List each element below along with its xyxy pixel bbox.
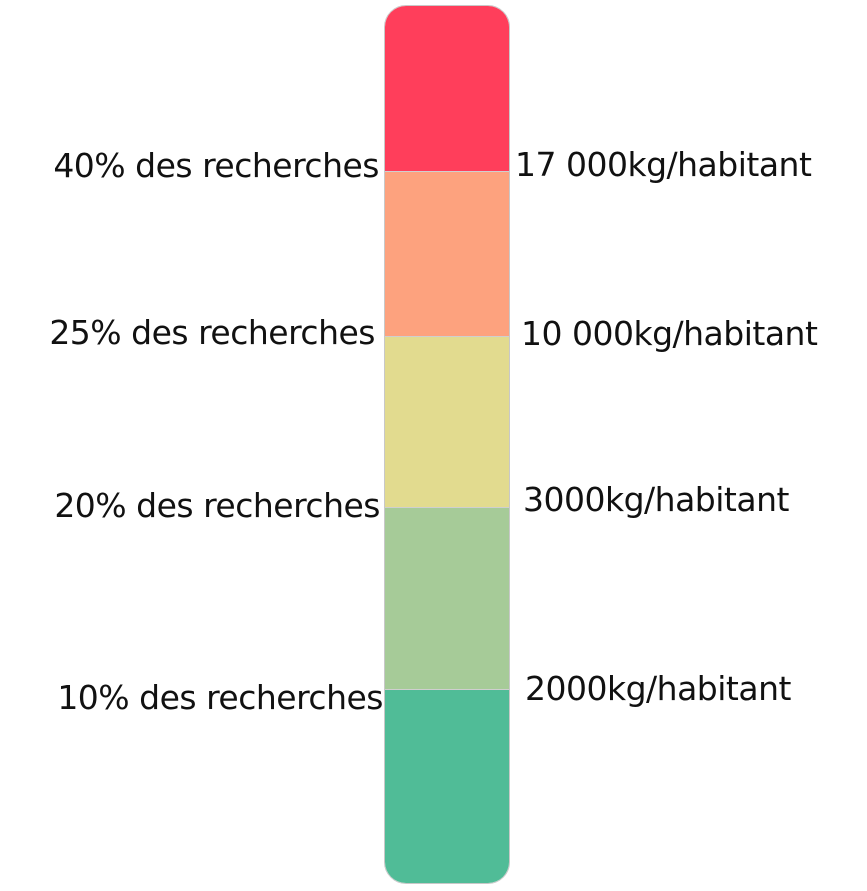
left-label-25: 25% des recherches bbox=[49, 313, 375, 352]
right-label-3000: 3000kg/habitant bbox=[523, 480, 789, 519]
scale-segment-light-green bbox=[385, 507, 509, 689]
left-label-40: 40% des recherches bbox=[53, 146, 379, 185]
scale-segment-yellow bbox=[385, 336, 509, 507]
color-scale-bar bbox=[384, 5, 510, 884]
left-label-10: 10% des recherches bbox=[57, 678, 383, 717]
left-label-20: 20% des recherches bbox=[54, 486, 380, 525]
right-label-2000: 2000kg/habitant bbox=[525, 669, 791, 708]
right-label-17000: 17 000kg/habitant bbox=[515, 145, 812, 184]
right-label-10000: 10 000kg/habitant bbox=[521, 314, 818, 353]
scale-segment-red bbox=[385, 6, 509, 171]
scale-segment-orange bbox=[385, 171, 509, 336]
scale-segment-green bbox=[385, 689, 509, 883]
